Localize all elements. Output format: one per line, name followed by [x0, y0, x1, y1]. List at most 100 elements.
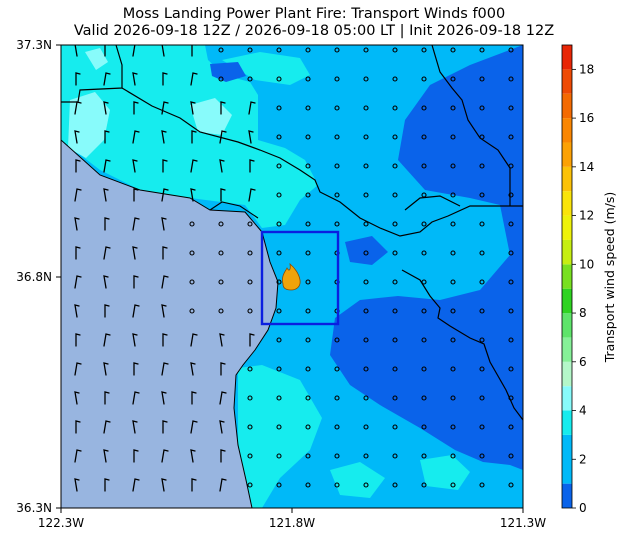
calm-circle-icon [276, 308, 282, 314]
colorbar-tick-label: 4 [579, 404, 587, 418]
wind-barb-icon [132, 72, 138, 86]
colorbar-segment [562, 215, 572, 240]
wind-barb-icon [162, 420, 168, 434]
calm-circle-icon [334, 163, 340, 169]
calm-circle-icon [421, 250, 427, 256]
wind-barb-icon [103, 362, 109, 376]
wind-field-cyan-sc [330, 462, 385, 498]
wind-barb-icon [133, 362, 139, 376]
calm-circle-icon [247, 395, 253, 401]
wind-field-pale-patch-3 [85, 48, 108, 70]
x-tick-label: 121.8W [269, 516, 315, 530]
calm-circle-icon [508, 453, 514, 459]
wind-barb-icon [191, 391, 197, 405]
colorbar: 0 2 4 6 8 10 12 14 16 18 [561, 44, 594, 515]
wind-barb-icon [75, 420, 81, 434]
calm-circle-icon [508, 250, 514, 256]
colorbar-label: Transport wind speed (m/s) [602, 192, 617, 364]
calm-circle-icon [247, 453, 253, 459]
calm-circle-icon [247, 482, 253, 488]
calm-circle-icon [392, 163, 398, 169]
wind-field-cyan-se [420, 455, 470, 490]
calm-circle-icon [189, 221, 195, 227]
colorbar-segment [562, 93, 572, 119]
coast-inner [209, 201, 259, 219]
calm-circle-icon [305, 279, 311, 285]
calm-circle-icon [334, 482, 340, 488]
calm-circle-icon [421, 424, 427, 430]
wind-barb-icon [132, 130, 140, 144]
calm-circle-icon [450, 424, 456, 430]
calm-circle-icon [508, 192, 514, 198]
wind-barb-icon [103, 333, 111, 347]
calm-circle-icon [276, 453, 282, 459]
wind-barb-icon [161, 362, 169, 376]
wind-barb-icon [133, 275, 139, 289]
y-tick-label: 37.3N [16, 38, 52, 52]
calm-circle-icon [276, 337, 282, 343]
calm-circle-icon [479, 192, 485, 198]
calm-circle-icon [247, 279, 253, 285]
wind-barb-icon [75, 159, 81, 173]
wind-barb-icon [133, 101, 139, 115]
wind-barb-icon [161, 130, 167, 144]
calm-circle-icon [479, 395, 485, 401]
calm-circle-icon [247, 366, 253, 372]
calm-circle-icon [334, 337, 340, 343]
wind-barb-icon [190, 420, 198, 434]
calm-circle-icon [334, 424, 340, 430]
colorbar-segment [562, 239, 572, 265]
calm-circle-icon [363, 76, 369, 82]
calm-circle-icon [421, 308, 427, 314]
wind-barb-icon [103, 159, 111, 173]
calm-circle-icon [450, 192, 456, 198]
calm-circle-icon [276, 221, 282, 227]
calm-circle-icon [363, 424, 369, 430]
x-axis [60, 508, 524, 513]
calm-circle-icon [508, 76, 514, 82]
calm-circle-icon [218, 250, 224, 256]
calm-circle-icon [392, 366, 398, 372]
wind-barb-icon [104, 304, 110, 318]
map-panel [61, 45, 523, 508]
wind-barb-icon [190, 449, 196, 463]
calm-circle-icon [421, 192, 427, 198]
calm-circle-icon [479, 279, 485, 285]
wind-barb-icon [161, 304, 167, 318]
calm-circle-icon [392, 308, 398, 314]
wind-barb-icon [219, 159, 225, 173]
colorbar-tick-label: 2 [579, 452, 587, 466]
calm-circle-icon [450, 76, 456, 82]
wind-barb-icon [104, 130, 110, 144]
x-tick-label: 121.3W [500, 516, 546, 530]
colorbar-segment [562, 142, 572, 167]
wind-barb-icon [104, 391, 110, 405]
calm-circle-icon [508, 366, 514, 372]
colorbar-tick-label: 16 [579, 111, 594, 125]
calm-circle-icon [363, 366, 369, 372]
wind-barb-icon [132, 217, 140, 231]
calm-circle-icon [305, 192, 311, 198]
wind-barb-icon [161, 449, 169, 463]
wind-barb-icon [104, 478, 110, 492]
calm-circle-icon [508, 395, 514, 401]
wind-field-cyan-south [238, 365, 322, 508]
calm-circle-icon [421, 47, 427, 53]
calm-circle-icon [508, 482, 514, 488]
calm-circle-icon [276, 192, 282, 198]
wind-barb-icon [132, 45, 140, 57]
calm-circle-icon [479, 482, 485, 488]
calm-circle-icon [305, 105, 311, 111]
map-subtitle: Valid 2026-09-18 12Z / 2026-09-18 05:00 … [73, 23, 555, 39]
wind-barb-icon [249, 333, 255, 347]
wind-barb-icon [220, 362, 226, 376]
wind-barb-icon [74, 478, 80, 492]
calm-circle-icon [450, 279, 456, 285]
calm-circle-icon [363, 134, 369, 140]
wind-barb-icon [75, 246, 81, 260]
calm-circle-icon [508, 279, 514, 285]
colorbar-tick-label: 14 [579, 160, 594, 174]
calm-circle-icon [334, 453, 340, 459]
calm-circle-icon [218, 76, 224, 82]
wind-barb-icon [248, 101, 256, 115]
